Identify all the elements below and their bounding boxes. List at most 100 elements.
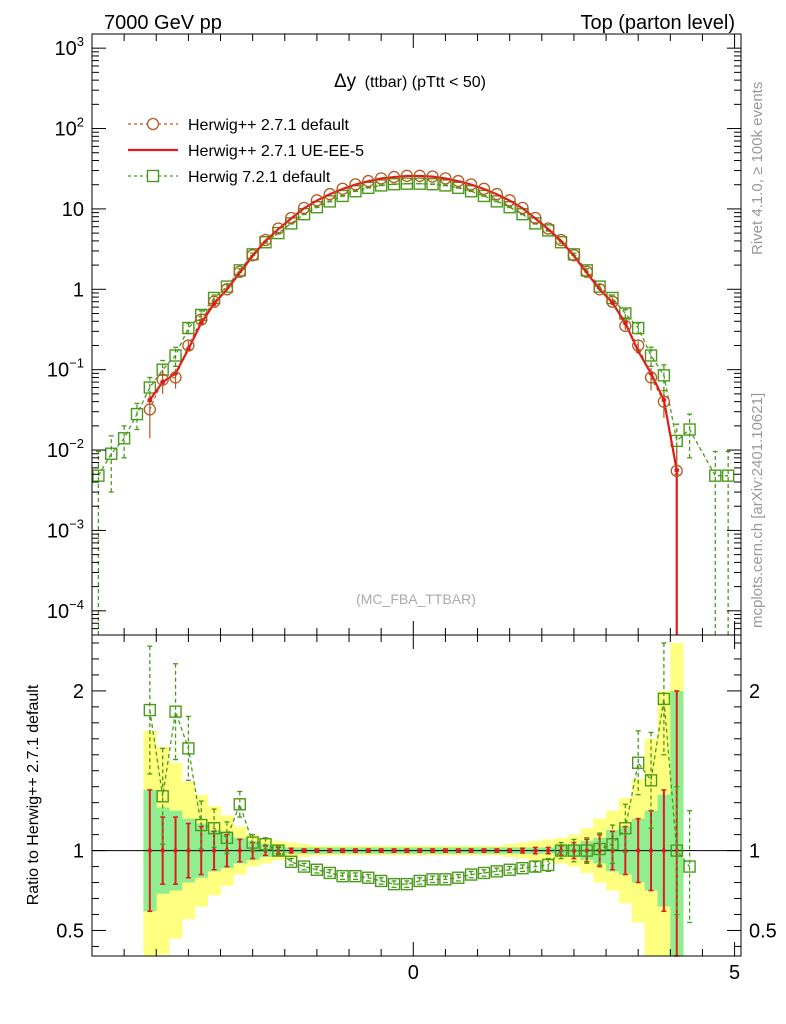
ratio-herwig721-marker xyxy=(272,844,285,857)
ratio-herwig721-marker xyxy=(182,742,195,755)
herwig721-marker xyxy=(387,177,401,191)
main-ytick-label: 102 xyxy=(55,115,84,141)
herwigpp-default-marker xyxy=(657,395,671,408)
herwig721-marker xyxy=(349,185,362,198)
mcplots-label: mcplots.cern.ch [arXiv:2401.10621] xyxy=(749,393,766,628)
main-ytick-label: 103 xyxy=(55,34,84,60)
herwig721-marker xyxy=(721,469,735,482)
main-ytick-label: 1 xyxy=(73,279,84,301)
ratio-ueee5-point xyxy=(661,848,667,853)
herwigpp-ueee5-line xyxy=(148,174,678,635)
herwigpp-default-marker xyxy=(336,182,349,195)
herwigpp-default-marker xyxy=(529,211,542,225)
herwigpp-default-marker xyxy=(375,172,388,185)
ratio-herwig721-marker xyxy=(490,865,504,878)
herwigpp-ueee5-point xyxy=(622,320,628,326)
ratio-herwig721-marker xyxy=(169,705,182,718)
herwigpp-default-marker xyxy=(567,249,581,262)
ratio-herwig721-marker xyxy=(310,863,324,876)
main-ytick-label: 10−1 xyxy=(47,356,84,382)
ratio-herwig721-marker xyxy=(567,844,581,857)
ratio-herwig721-marker xyxy=(374,874,388,888)
herwigpp-ueee5-point xyxy=(160,379,166,385)
ratio-ueee5-point xyxy=(237,848,242,853)
ratio-herwig721-marker xyxy=(156,790,169,803)
ratio-herwig721-marker xyxy=(220,831,234,845)
herwigpp-default-marker xyxy=(195,313,208,326)
herwigpp-default-marker xyxy=(413,169,426,182)
ratio-herwig721-marker xyxy=(426,873,439,886)
header-left: 7000 GeV pp xyxy=(104,12,222,34)
ratio-herwig721-marker xyxy=(284,855,298,868)
herwigpp-default-marker xyxy=(606,295,619,308)
ratio-herwig721-marker xyxy=(580,844,593,857)
ratio-ueee5-point xyxy=(147,848,153,853)
ratio-herwig721-marker xyxy=(246,836,259,849)
ratio-ueee5-point xyxy=(507,848,512,853)
ratio-ueee5-point xyxy=(404,848,410,853)
herwigpp-default-marker xyxy=(169,371,182,384)
herwigpp-default-marker xyxy=(207,295,221,308)
herwigpp-ueee5-point xyxy=(610,300,615,306)
herwig721-marker xyxy=(92,469,105,482)
ratio-herwig721-marker xyxy=(413,874,426,888)
herwig721-marker xyxy=(169,349,182,362)
ratio-herwig721-marker xyxy=(207,822,221,835)
herwigpp-ueee5-point xyxy=(661,397,667,403)
herwig721-marker xyxy=(413,177,426,190)
herwig721-marker xyxy=(323,195,336,208)
herwig721-marker xyxy=(400,177,414,190)
ratio-ueee5-point xyxy=(327,848,332,853)
herwig721-marker xyxy=(683,423,696,436)
ratio-ylabel: Ratio to Herwig++ 2.7.1 default xyxy=(25,684,42,905)
ratio-ueee5-point xyxy=(494,848,500,853)
ratio-xtick-label: 0 xyxy=(408,962,419,984)
ratio-herwig721-marker xyxy=(387,877,401,891)
herwigpp-default-marker xyxy=(554,233,568,247)
ratio-herwig721-marker xyxy=(516,861,529,875)
legend-label: Herwig 7.2.1 default xyxy=(188,169,331,186)
ratio-herwig721-marker xyxy=(593,842,606,856)
ratio-herwig721-marker xyxy=(323,866,336,880)
ratio-herwig721-marker xyxy=(657,692,671,706)
herwigpp-default-marker xyxy=(362,174,375,188)
main-title-symbol: Δy xyxy=(334,71,357,92)
legend-marker xyxy=(146,117,160,131)
ratio-xtick-label: 5 xyxy=(729,962,740,984)
ratio-ueee5-point xyxy=(533,848,538,853)
ratio-ueee5-point xyxy=(468,848,474,853)
ratio-herwig721-marker xyxy=(349,869,362,883)
ratio-herwig721-marker xyxy=(529,860,542,873)
ratio-herwig721-marker xyxy=(683,860,696,873)
ratio-ueee5-point xyxy=(211,848,217,853)
ratio-herwig721-marker xyxy=(644,774,658,787)
herwigpp-ueee5-point xyxy=(674,467,680,473)
herwigpp-default-marker xyxy=(464,178,478,191)
ratio-ueee5-point xyxy=(366,848,371,853)
ratio-ueee5-point xyxy=(353,848,358,853)
main-title-text: (ttbar) (pTtt < 50) xyxy=(365,74,486,91)
ratio-herwig721-marker xyxy=(259,838,272,851)
herwig721-marker xyxy=(182,321,195,335)
ratio-ytick-label: 0.5 xyxy=(56,920,84,942)
ratio-ueee5-point xyxy=(417,848,422,853)
ratio-ueee5-point xyxy=(391,848,397,853)
herwig721-marker xyxy=(117,432,131,445)
herwig721-marker xyxy=(657,369,671,382)
herwig721-line xyxy=(97,183,729,477)
herwigpp-default-marker xyxy=(246,249,259,262)
ratio-ueee5-point xyxy=(186,848,191,853)
herwig721-marker xyxy=(130,407,144,421)
ratio-herwig721-marker xyxy=(143,703,157,717)
herwig721-marker xyxy=(464,185,478,198)
ratio-herwig721-marker xyxy=(297,860,311,873)
herwig721-marker xyxy=(426,177,439,191)
herwigpp-default-marker xyxy=(349,178,362,191)
herwig721-marker xyxy=(105,447,118,460)
herwigpp-ueee5-point xyxy=(147,397,153,403)
herwigpp-default-marker xyxy=(426,170,439,183)
herwigpp-ueee5-point xyxy=(211,301,217,307)
herwigpp-default-marker xyxy=(400,169,414,182)
